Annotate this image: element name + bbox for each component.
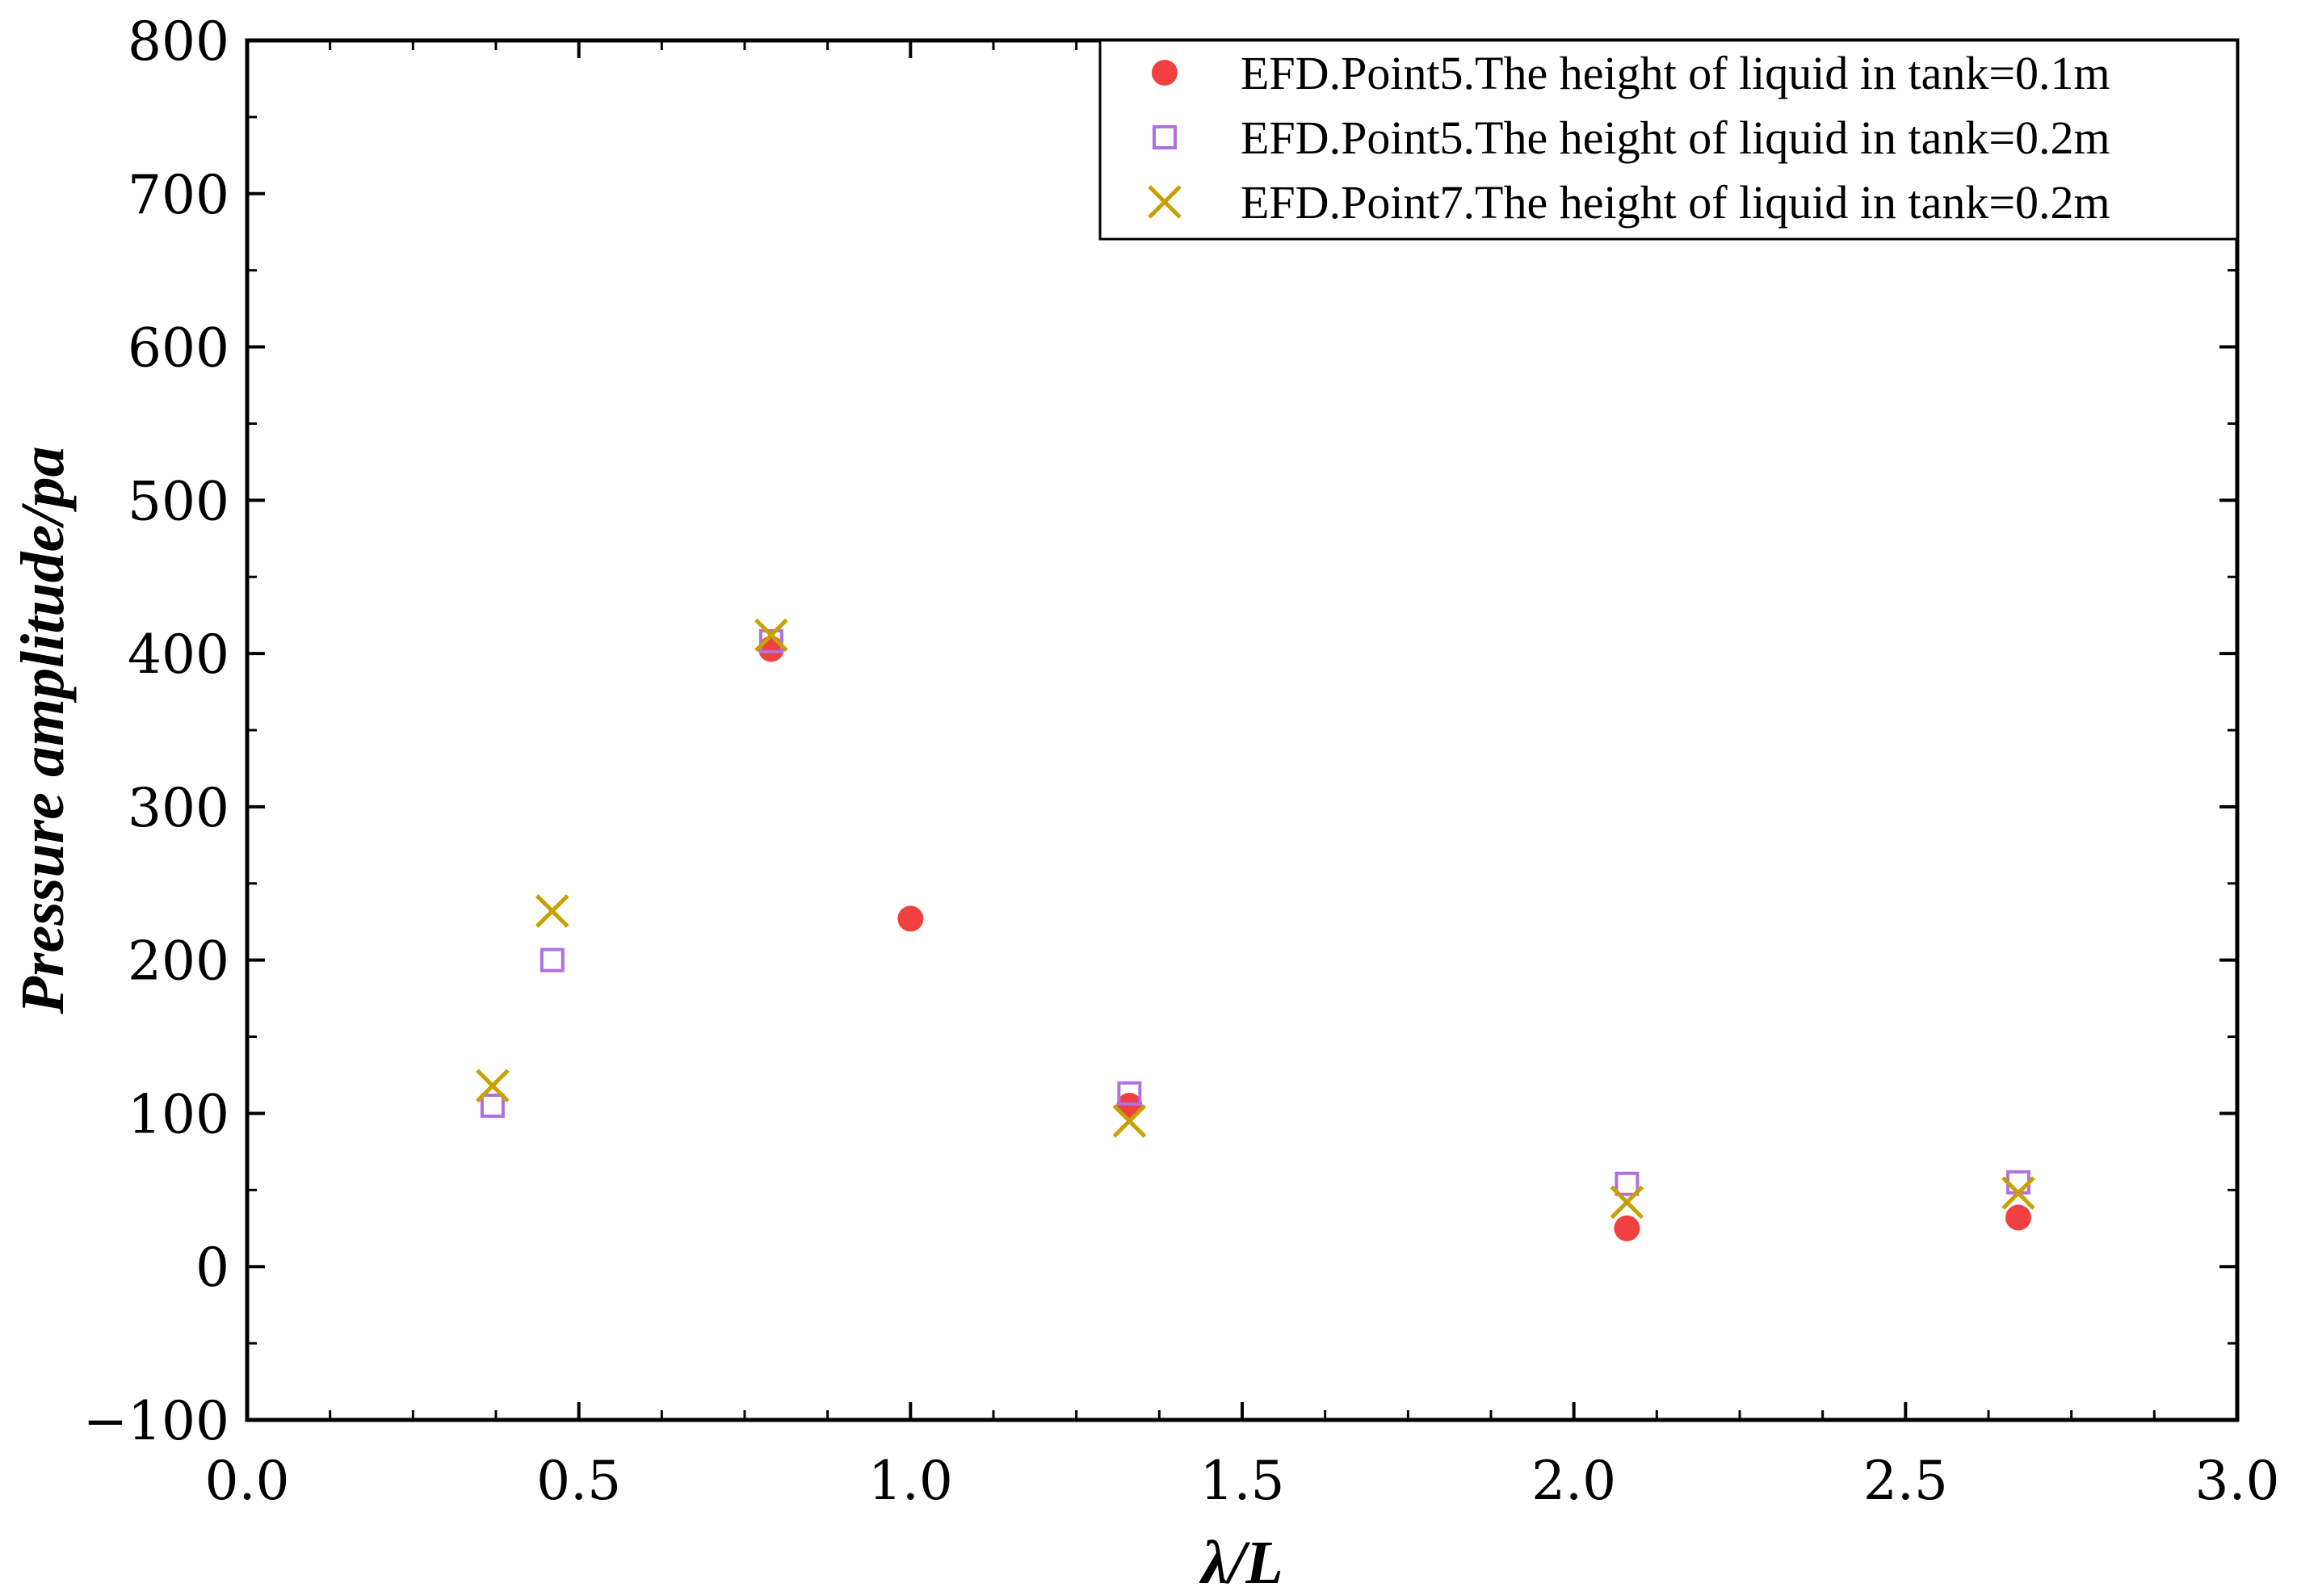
x-tick-label: 1.0 [868,1450,953,1512]
y-tick-label: 100 [128,1083,229,1145]
y-tick-label: 0 [195,1237,229,1299]
data-point [1615,1171,1640,1196]
x-tick-label: 1.5 [1200,1450,1285,1512]
data-point [2005,1170,2030,1195]
x-tick-label: 2.0 [1531,1450,1616,1512]
series-0 [758,636,2031,1241]
legend-marker-cross [1148,185,1182,219]
cross-stroke [535,894,569,928]
legend-box [1098,39,2239,241]
cross-stroke [1610,1185,1644,1220]
legend-marker-shape [1153,125,1177,149]
y-axis-title: Pressure amplitude/pa [9,446,77,1014]
plot-layer [476,618,2035,1241]
legend-entry-purple-square: EFD.Point5.The height of liquid in tank=… [1153,111,2110,164]
data-point [1614,1215,1640,1241]
y-tick-label: 400 [128,624,229,686]
x-tick-label: 0.5 [536,1450,621,1512]
legend-label-2: EFD.Point7.The height of liquid in tank=… [1241,176,2110,229]
y-tick-label: 800 [128,10,229,73]
legend-label-0: EFD.Point5.The height of liquid in tank=… [1241,47,2110,99]
data-point [754,618,788,653]
y-tick-label: 500 [128,470,229,532]
legend-marker-circle [1152,60,1178,86]
legend-marker-shape [1148,185,1182,219]
data-point [535,894,569,928]
series-2 [476,618,2035,1220]
data-point [758,628,783,653]
y-tick-label: 700 [128,164,229,226]
y-tick-label: 200 [128,930,229,993]
cross-stroke [754,618,788,653]
axis-layer: 0.0 0.5 1.0 1.5 2.0 2.5 3.0 −100 0 100 200 300 400 50… [83,10,2280,1512]
cross-stroke [2001,1176,2035,1210]
series-1 [480,628,2030,1196]
data-point [1112,1104,1147,1138]
plot-frame [245,38,2240,1422]
x-tick-label: 3.0 [2195,1450,2280,1512]
y-tick-label: 300 [128,777,229,839]
cross-stroke [1112,1104,1147,1138]
legend-label-1: EFD.Point5.The height of liquid in tank=… [1241,111,2110,164]
cross-stroke [1148,185,1182,219]
cross-stroke [476,1069,510,1103]
data-point [476,1069,510,1103]
data-point [2001,1176,2035,1210]
data-point [480,1093,505,1118]
data-point [897,905,924,932]
x-tick-label: 0.0 [205,1450,290,1512]
legend: EFD.Point5.The height of liquid in tank=… [1098,39,2239,241]
data-point [1117,1081,1142,1106]
y-tick-label: 600 [128,317,229,380]
data-point [1610,1185,1644,1220]
legend-entry-red-circle: EFD.Point5.The height of liquid in tank=… [1152,47,2110,99]
legend-marker-square [1153,125,1177,149]
data-point [540,947,565,972]
data-point [2005,1204,2031,1231]
x-axis-title: λ/L [1199,1529,1283,1596]
legend-entry-gold-cross: EFD.Point7.The height of liquid in tank=… [1148,176,2110,229]
x-tick-label: 2.5 [1863,1450,1948,1512]
legend-marker-shape [1152,60,1178,86]
y-tick-label: −100 [83,1390,229,1452]
